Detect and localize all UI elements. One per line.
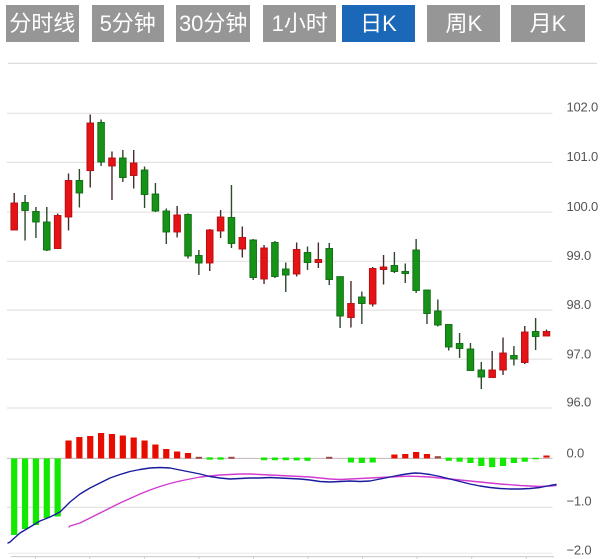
svg-text:100.0: 100.0: [567, 199, 599, 214]
svg-text:101.0: 101.0: [567, 149, 599, 164]
svg-text:97.0: 97.0: [567, 346, 592, 361]
svg-text:−2.0: −2.0: [567, 542, 592, 557]
svg-text:102.0: 102.0: [567, 100, 599, 115]
svg-text:−1.0: −1.0: [567, 494, 592, 509]
svg-text:96.0: 96.0: [567, 394, 592, 409]
svg-text:0.0: 0.0: [567, 446, 584, 461]
svg-text:98.0: 98.0: [567, 297, 592, 312]
svg-text:99.0: 99.0: [567, 248, 592, 263]
